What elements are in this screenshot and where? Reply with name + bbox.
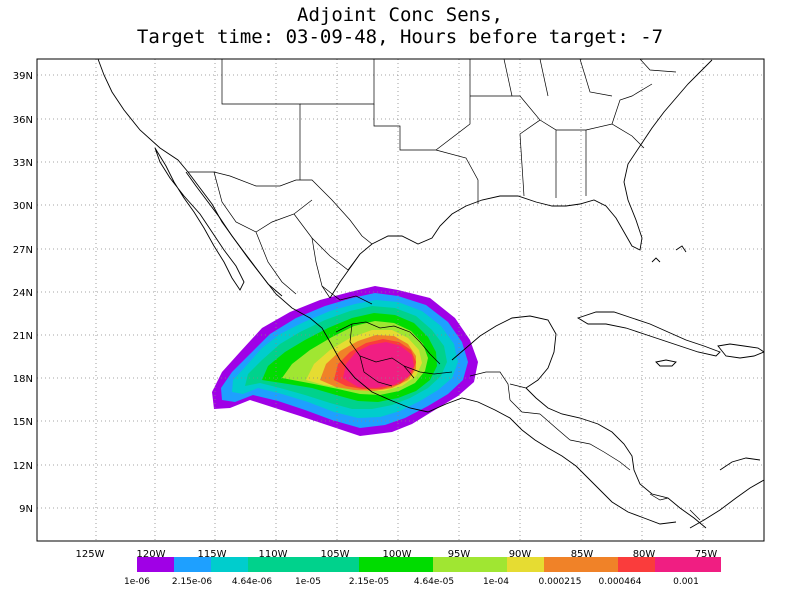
colorbar-swatch [211, 557, 248, 572]
lat-label: 36N [13, 115, 33, 126]
lon-label: 100W [383, 549, 412, 560]
colorbar-label: 1e-06 [124, 577, 150, 587]
lat-label: 9N [19, 504, 33, 515]
colorbar-label: 0.000215 [539, 577, 582, 587]
lat-label: 18N [13, 374, 33, 385]
political-borders [188, 59, 701, 521]
lat-label: 12N [13, 461, 33, 472]
colorbar-swatch [433, 557, 470, 572]
colorbar-swatch [359, 557, 396, 572]
colorbar-swatch [248, 557, 285, 572]
colorbar-label: 1e-05 [295, 577, 321, 587]
contour-level-10 [343, 342, 414, 388]
lon-label: 75W [695, 549, 718, 560]
colorbar-swatch [137, 557, 174, 572]
lat-label: 30N [13, 201, 33, 212]
plot-title-line2: Target time: 03-09-48, Hours before targ… [136, 26, 664, 48]
lon-label: 90W [509, 549, 532, 560]
colorbar [137, 557, 721, 572]
lon-label: 80W [633, 549, 656, 560]
colorbar-swatch [470, 557, 507, 572]
colorbar-label: 2.15e-05 [349, 577, 389, 587]
sensitivity-field [212, 286, 478, 436]
lon-label: 115W [198, 549, 227, 560]
lat-label: 21N [13, 331, 33, 342]
colorbar-swatch [285, 557, 322, 572]
plot-title-line1: Adjoint Conc Sens, [297, 4, 503, 26]
coastlines [97, 59, 764, 529]
colorbar-swatch [581, 557, 618, 572]
colorbar-labels: 1e-06 2.15e-06 4.64e-06 1e-05 2.15e-05 4… [124, 577, 699, 587]
lon-label: 95W [448, 549, 471, 560]
colorbar-swatch [174, 557, 211, 572]
latitude-labels: 39N 36N 33N 30N 27N 24N 21N 18N 15N 12N … [13, 71, 33, 515]
lat-label: 27N [13, 245, 33, 256]
lon-label: 85W [571, 549, 594, 560]
colorbar-swatch [618, 557, 655, 572]
colorbar-label: 4.64e-06 [232, 577, 273, 587]
colorbar-label: 0.000464 [599, 577, 642, 587]
colorbar-label: 4.64e-05 [414, 577, 454, 587]
longitude-labels: 125W 120W 115W 110W 105W 100W 95W 90W 85… [76, 549, 718, 560]
map-frame [36, 58, 765, 542]
colorbar-swatch [507, 557, 544, 572]
colorbar-label: 0.001 [673, 577, 699, 587]
lat-label: 15N [13, 417, 33, 428]
lon-label: 125W [76, 549, 105, 560]
lon-label: 110W [259, 549, 288, 560]
colorbar-swatch [544, 557, 581, 572]
colorbar-swatch [396, 557, 433, 572]
lon-label: 105W [321, 549, 350, 560]
lat-label: 33N [13, 158, 33, 169]
colorbar-swatch [688, 557, 721, 572]
colorbar-swatch [322, 557, 359, 572]
lat-label: 24N [13, 288, 33, 299]
lat-label: 39N [13, 71, 33, 82]
lon-label: 120W [137, 549, 166, 560]
colorbar-swatch [655, 557, 688, 572]
colorbar-label: 1e-04 [483, 577, 509, 587]
colorbar-label: 2.15e-06 [172, 577, 213, 587]
